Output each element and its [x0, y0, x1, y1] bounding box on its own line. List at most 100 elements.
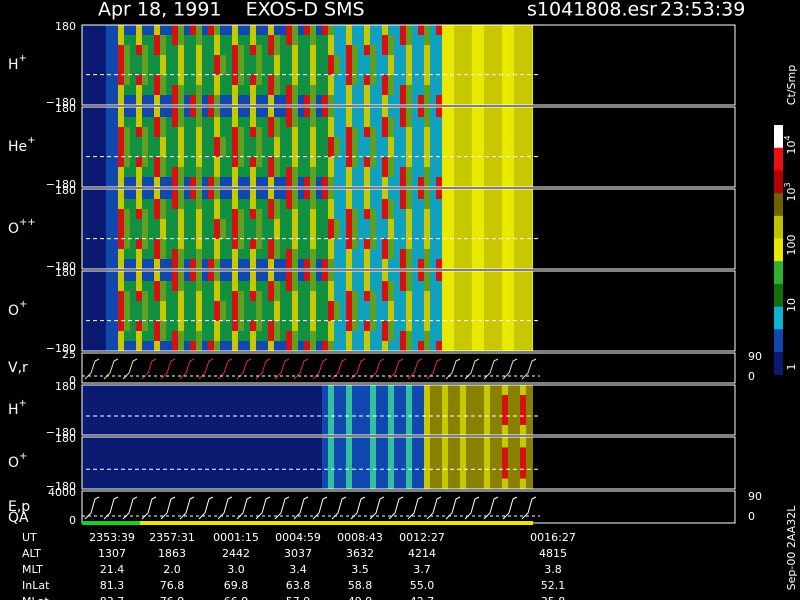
spectrogram-cell — [244, 167, 250, 178]
spectrogram-cell — [220, 321, 226, 332]
spectrogram-cell — [496, 311, 502, 322]
spectrogram-cell — [298, 95, 304, 106]
spectrogram-cell — [178, 199, 184, 210]
spectrogram-cell — [358, 157, 364, 168]
spectrogram-cell — [250, 107, 256, 118]
spectrogram-cell — [316, 219, 322, 230]
spectrogram-cell — [292, 209, 298, 220]
spectrogram-cell — [274, 457, 280, 469]
spectrogram-cell — [490, 259, 496, 270]
spectrogram-cell — [106, 478, 112, 490]
spectrogram-cell — [310, 75, 316, 86]
spectrogram-cell — [322, 177, 328, 188]
spectrogram-cell — [172, 239, 178, 250]
spectrogram-cell — [202, 137, 208, 148]
spectrogram-cell — [256, 167, 262, 178]
spectrogram-cell — [460, 259, 466, 270]
spectrogram-cell — [406, 167, 412, 178]
spectrogram-cell — [490, 281, 496, 292]
panel-label: O+ — [8, 299, 27, 319]
spectrogram-cell — [484, 75, 490, 86]
spectrogram-cell — [208, 311, 214, 322]
spectrogram-cell — [490, 468, 496, 480]
spectrogram-cell — [298, 85, 304, 96]
spectrogram-cell — [466, 447, 472, 459]
spectrogram-cell — [244, 331, 250, 342]
spectrogram-cell — [268, 85, 274, 96]
spectrogram-cell — [166, 85, 172, 96]
spectrogram-cell — [298, 468, 304, 480]
spectrogram-cell — [358, 35, 364, 46]
spectrogram-cell — [508, 127, 514, 138]
spectrogram-cell — [364, 45, 370, 56]
spectrogram-cell — [346, 229, 352, 240]
spectrogram-cell — [322, 55, 328, 66]
spectrogram-cell — [304, 281, 310, 292]
spectrogram-cell — [112, 137, 118, 148]
spectrogram-cell — [226, 437, 232, 448]
spectrogram-cell — [286, 405, 292, 416]
spectrogram-cell — [226, 385, 232, 396]
spectrogram-cell — [406, 468, 412, 480]
spectrogram-cell — [478, 45, 484, 56]
spectrogram-cell — [460, 425, 466, 436]
spectrogram-cell — [118, 95, 124, 106]
spectrogram-cell — [232, 478, 238, 490]
spectrogram-cell — [286, 219, 292, 230]
spectrogram-cell — [394, 95, 400, 106]
spectrogram-cell — [382, 478, 388, 490]
spectrogram-cell — [148, 45, 154, 56]
spectrogram-cell — [376, 385, 382, 396]
spectrogram-cell — [118, 395, 124, 406]
spectrogram-cell — [184, 468, 190, 480]
spectrogram-cell — [250, 301, 256, 312]
spectrogram-cell — [94, 107, 100, 118]
spectrogram-cell — [316, 229, 322, 240]
spectrogram-cell — [514, 117, 520, 128]
spectrogram-cell — [208, 457, 214, 469]
spectrogram-cell — [202, 405, 208, 416]
spin-trace — [274, 496, 290, 520]
spectrogram-cell — [196, 147, 202, 158]
spectrogram-cell — [244, 137, 250, 148]
spectrogram-cell — [340, 341, 346, 352]
spectrogram-cell — [418, 55, 424, 66]
panel-frame — [81, 352, 736, 384]
spectrogram-cell — [226, 321, 232, 332]
spectrogram-cell — [406, 478, 412, 490]
spectrogram-cell — [334, 331, 340, 342]
spectrogram-cell — [274, 147, 280, 158]
spectrogram-cell — [226, 75, 232, 86]
spectrogram-cell — [82, 117, 88, 128]
spectrogram-cell — [424, 107, 430, 118]
spectrogram-cell — [190, 249, 196, 260]
spectrogram-cell — [124, 311, 130, 322]
spectrogram-cell — [460, 321, 466, 332]
spectrogram-cell — [106, 177, 112, 188]
spectrogram-cell — [532, 405, 533, 416]
spectrogram-cell — [412, 229, 418, 240]
spectrogram-cell — [442, 189, 448, 200]
spectrogram-cell — [454, 65, 460, 76]
spectrogram-cell — [316, 311, 322, 322]
spectrogram-cell — [376, 321, 382, 332]
spectrogram-cell — [334, 321, 340, 332]
spectrogram-cell — [280, 209, 286, 220]
spectrogram-cell — [514, 229, 520, 240]
spectrogram-cell — [220, 425, 226, 436]
spectrogram-cell — [268, 45, 274, 56]
spectrogram-cell — [406, 311, 412, 322]
spectrogram-cell — [274, 405, 280, 416]
spectrogram-cell — [316, 457, 322, 469]
spectrogram-cell — [472, 95, 478, 106]
spectrogram-cell — [118, 239, 124, 250]
spectrogram-cell — [298, 321, 304, 332]
spectrogram-cell — [508, 249, 514, 260]
spectrogram-cell — [100, 157, 106, 168]
spectrogram-cell — [238, 189, 244, 200]
spectrogram-cell — [202, 395, 208, 406]
spectrogram-cell — [148, 281, 154, 292]
spectrogram-cell — [424, 301, 430, 312]
spectrogram-cell — [478, 271, 484, 282]
spectrogram-cell — [172, 447, 178, 459]
